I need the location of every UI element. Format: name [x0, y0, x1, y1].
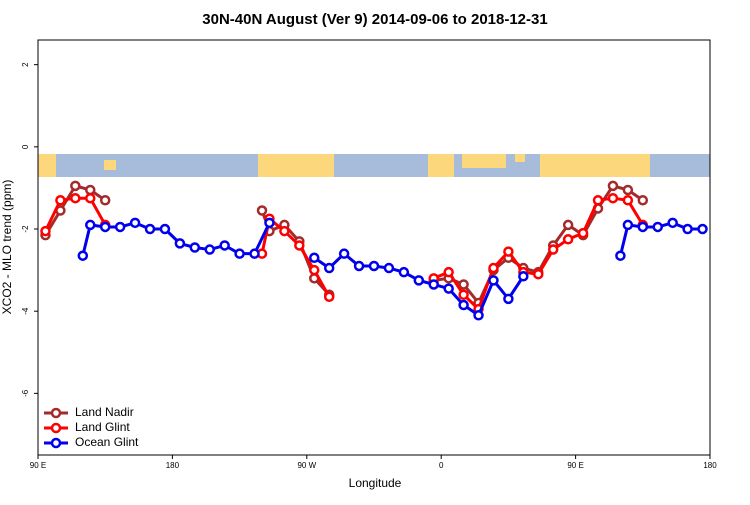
data-point	[547, 244, 559, 255]
data-point	[652, 221, 663, 233]
data-point	[309, 252, 320, 264]
data-point	[159, 223, 171, 235]
x-tick-label: 90 W	[297, 461, 316, 470]
x-tick-label: 180	[703, 461, 717, 470]
data-point	[697, 223, 708, 235]
legend-label: Land Glint	[75, 420, 130, 434]
legend-marker	[50, 422, 62, 434]
data-point	[338, 248, 350, 259]
data-point	[562, 219, 574, 231]
data-point	[488, 262, 499, 274]
data-point	[256, 205, 268, 216]
legend-label: Land Nadir	[75, 405, 134, 419]
data-point	[114, 221, 126, 233]
data-point	[174, 238, 186, 249]
data-point	[577, 227, 589, 239]
data-point	[443, 266, 454, 278]
data-point	[615, 250, 626, 261]
y-tick-label: -4	[21, 307, 30, 315]
data-point	[323, 262, 335, 274]
data-point	[144, 223, 156, 235]
data-point	[637, 221, 649, 233]
data-point	[413, 275, 425, 286]
data-point	[458, 289, 469, 301]
data-point	[204, 244, 215, 255]
data-point	[533, 268, 544, 280]
x-tick-label: 90 E	[567, 461, 583, 470]
legend-label: Ocean Glint	[75, 435, 139, 449]
y-tick-label: 2	[21, 62, 30, 67]
data-point	[503, 293, 514, 305]
x-tick-label: 180	[166, 461, 180, 470]
data-point	[398, 266, 410, 278]
data-point	[323, 291, 335, 303]
data-point	[428, 279, 439, 290]
data-point	[503, 246, 514, 257]
x-axis-label: Longitude	[349, 476, 402, 490]
data-point	[458, 279, 469, 290]
data-point	[383, 262, 395, 274]
data-point	[85, 184, 96, 196]
data-point	[294, 240, 305, 251]
data-point	[234, 248, 245, 259]
x-tick-label: 0	[439, 461, 444, 470]
x-tick-label: 90 E	[30, 461, 46, 470]
y-tick-label: -6	[21, 389, 30, 397]
data-point	[249, 248, 260, 259]
data-point	[443, 283, 454, 294]
data-point	[682, 223, 693, 235]
data-point	[85, 219, 96, 231]
data-point	[607, 180, 619, 192]
data-point	[488, 275, 499, 286]
data-point	[264, 217, 275, 229]
map-strip	[38, 154, 710, 177]
data-point	[622, 219, 634, 231]
data-point	[85, 192, 96, 204]
data-point	[70, 180, 81, 192]
data-point	[129, 217, 141, 229]
data-point	[99, 194, 111, 206]
data-point	[667, 217, 678, 229]
data-point	[55, 194, 66, 206]
data-point	[607, 192, 619, 204]
data-point	[473, 310, 484, 321]
chart-title: 30N-40N August (Ver 9) 2014-09-06 to 201…	[202, 11, 547, 28]
data-point	[40, 225, 51, 237]
data-point	[70, 192, 81, 204]
legend-marker	[50, 437, 62, 449]
plot-frame	[37, 39, 711, 456]
data-point	[622, 194, 634, 206]
data-point	[99, 221, 111, 233]
data-point	[368, 260, 380, 272]
data-point	[622, 184, 634, 196]
data-point	[219, 240, 230, 251]
y-axis-label: XCO2 - MLO trend (ppm)	[0, 180, 14, 315]
data-point	[637, 194, 649, 206]
data-point	[562, 234, 574, 245]
data-point	[309, 264, 320, 276]
y-tick-label: -2	[21, 225, 30, 233]
data-point	[458, 299, 469, 311]
legend-marker	[50, 407, 62, 419]
y-tick-label: 0	[21, 144, 30, 149]
data-point	[353, 260, 365, 272]
data-point	[279, 225, 290, 237]
data-point	[189, 242, 201, 253]
data-point	[77, 250, 89, 261]
data-point	[518, 271, 529, 282]
data-point	[592, 194, 604, 206]
